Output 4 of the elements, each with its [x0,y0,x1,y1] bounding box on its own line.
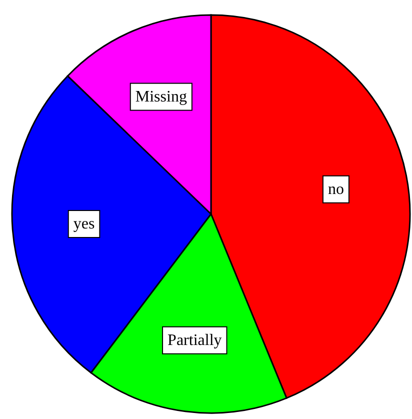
slice-label: Missing [135,88,187,106]
slice-label: no [328,180,344,198]
slice-label: Partially [168,332,222,349]
slice-label: yes [73,215,95,232]
